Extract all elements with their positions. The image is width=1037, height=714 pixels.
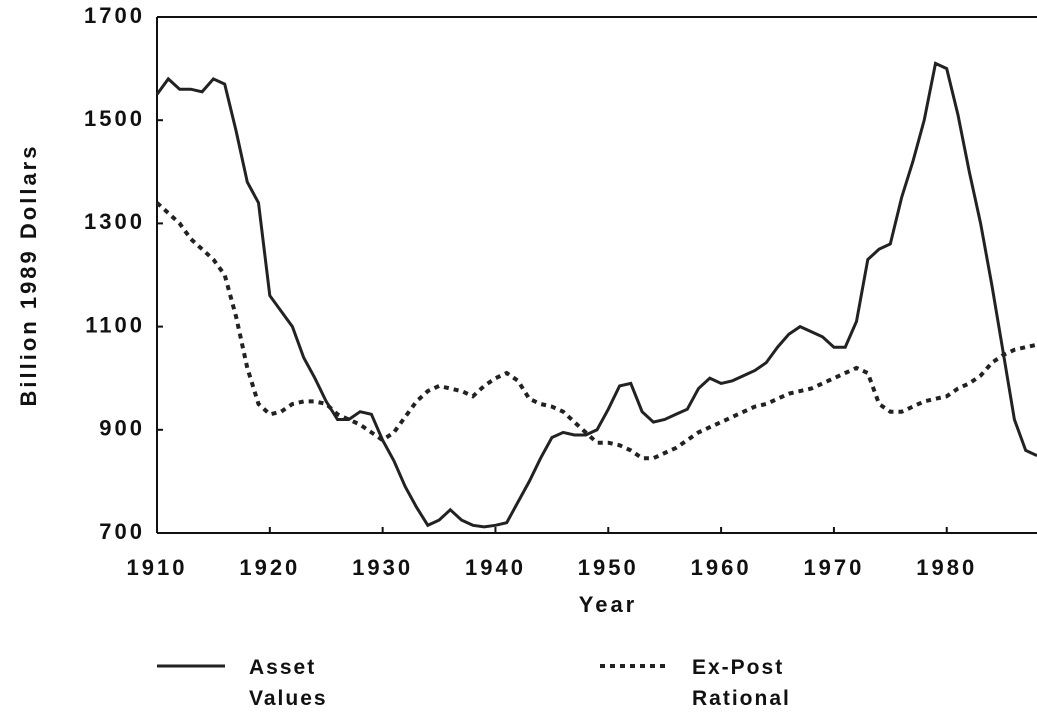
x-tick-label: 1910 [127, 555, 188, 580]
x-axis-label: Year [579, 592, 638, 617]
y-tick-label: 1100 [85, 312, 145, 337]
x-tick-label: 1970 [803, 555, 864, 580]
x-tick-label: 1950 [578, 555, 639, 580]
legend-swatch [157, 664, 225, 668]
legend-label: Ex-Post Rational [692, 656, 791, 710]
legend-item: Asset Values [155, 652, 359, 714]
legend-label: Asset Values [249, 656, 328, 710]
y-tick-label: 1300 [84, 209, 145, 234]
y-tick-label: 1700 [84, 3, 145, 28]
y-tick-label: 900 [99, 416, 145, 441]
y-axis-label: Billion 1989 Dollars [16, 144, 41, 407]
legend-item: Ex-Post Rational [598, 652, 802, 714]
data-line [155, 61, 1037, 529]
data-line [155, 201, 1037, 461]
x-tick-label: 1980 [916, 555, 977, 580]
y-tick-label: 700 [99, 519, 145, 544]
x-tick-label: 1930 [352, 555, 413, 580]
x-tick-label: 1920 [239, 555, 300, 580]
y-tick-label: 1500 [84, 106, 145, 131]
x-tick-label: 1960 [691, 555, 752, 580]
legend-swatch [600, 664, 668, 668]
x-tick-label: 1940 [465, 555, 526, 580]
